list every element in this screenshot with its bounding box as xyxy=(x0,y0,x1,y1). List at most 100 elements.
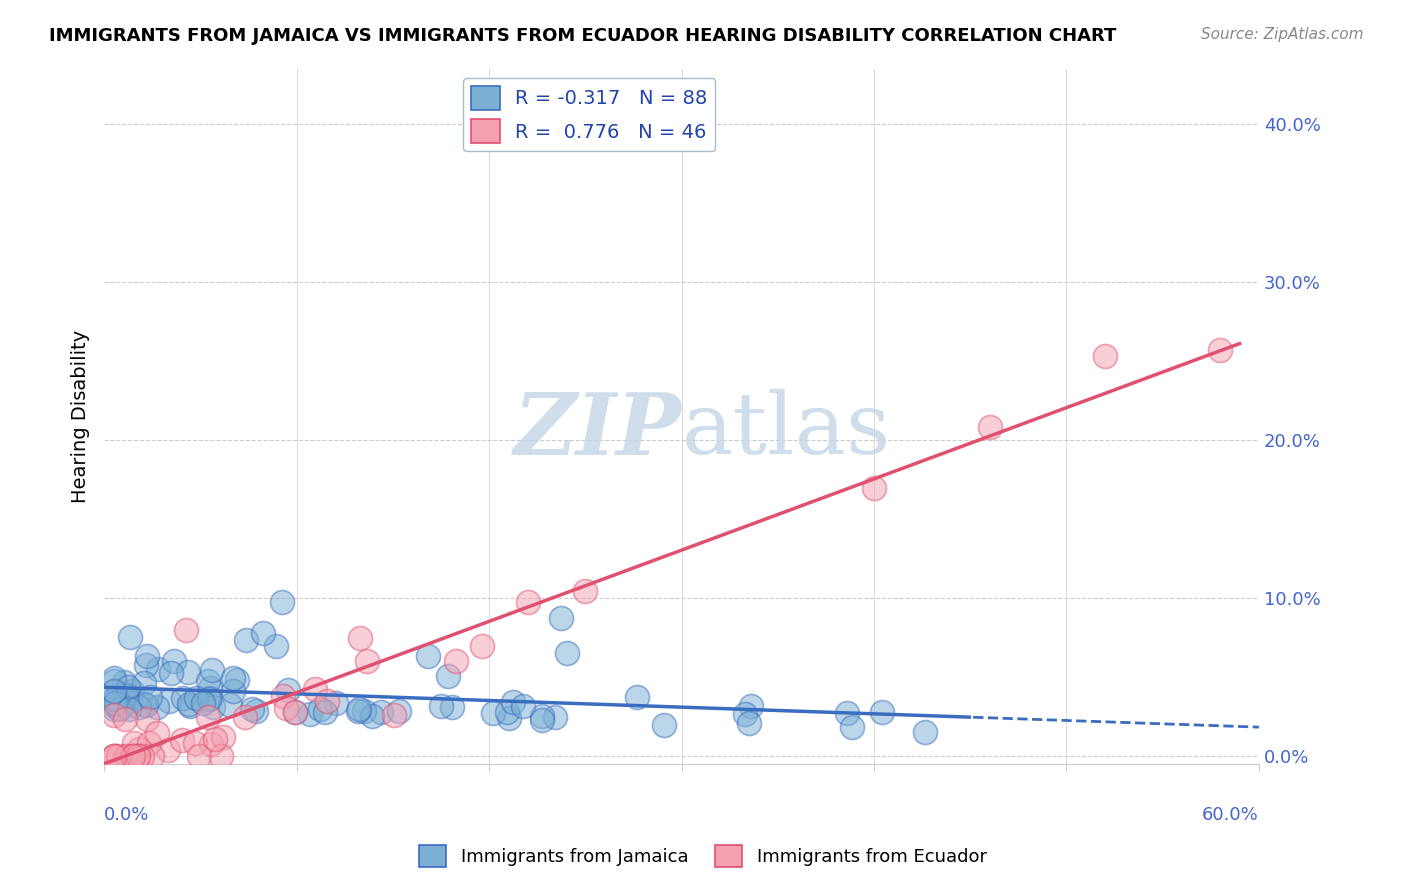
Point xyxy=(429,698,451,713)
Point xyxy=(299,707,322,722)
Text: 0.0%: 0.0% xyxy=(104,806,149,824)
Point xyxy=(226,673,249,688)
Point xyxy=(135,712,157,726)
Point xyxy=(163,654,186,668)
Point xyxy=(132,697,155,711)
Point xyxy=(574,583,596,598)
Point xyxy=(184,736,207,750)
Point xyxy=(110,701,132,715)
Point xyxy=(117,695,139,709)
Point xyxy=(107,749,129,764)
Text: atlas: atlas xyxy=(682,389,890,472)
Point xyxy=(835,706,858,721)
Point xyxy=(141,749,163,764)
Text: ZIP: ZIP xyxy=(513,389,682,472)
Point xyxy=(200,690,222,705)
Point xyxy=(555,646,578,660)
Point xyxy=(233,710,256,724)
Point xyxy=(114,712,136,726)
Point xyxy=(160,666,183,681)
Point xyxy=(157,742,180,756)
Point xyxy=(516,595,538,609)
Point xyxy=(103,749,125,764)
Point xyxy=(115,749,138,764)
Point xyxy=(387,704,409,718)
Point xyxy=(738,715,761,730)
Text: IMMIGRANTS FROM JAMAICA VS IMMIGRANTS FROM ECUADOR HEARING DISABILITY CORRELATIO: IMMIGRANTS FROM JAMAICA VS IMMIGRANTS FR… xyxy=(49,27,1116,45)
Point xyxy=(170,732,193,747)
Point xyxy=(222,672,245,686)
Point xyxy=(356,654,378,668)
Point xyxy=(128,742,150,756)
Point xyxy=(347,702,370,716)
Point xyxy=(277,682,299,697)
Point xyxy=(117,689,139,703)
Point xyxy=(841,720,863,734)
Point xyxy=(416,648,439,663)
Point xyxy=(103,674,125,689)
Point xyxy=(135,698,157,713)
Point xyxy=(740,699,762,714)
Point xyxy=(198,692,221,706)
Point xyxy=(145,726,167,740)
Point xyxy=(325,696,347,710)
Point xyxy=(197,710,219,724)
Legend: R = -0.317   N = 88, R =  0.776   N = 46: R = -0.317 N = 88, R = 0.776 N = 46 xyxy=(463,78,716,151)
Point xyxy=(179,698,201,713)
Point xyxy=(530,713,553,727)
Point xyxy=(531,709,554,723)
Point xyxy=(316,694,339,708)
Point xyxy=(159,694,181,708)
Point xyxy=(1094,349,1116,363)
Point xyxy=(309,702,332,716)
Point xyxy=(136,648,159,663)
Point xyxy=(512,699,534,714)
Point xyxy=(176,665,198,680)
Point xyxy=(117,680,139,694)
Point xyxy=(240,702,263,716)
Point xyxy=(112,687,135,701)
Point xyxy=(863,481,886,495)
Point xyxy=(131,749,153,764)
Point xyxy=(304,681,326,696)
Point xyxy=(103,708,125,723)
Point xyxy=(105,691,128,706)
Text: Source: ZipAtlas.com: Source: ZipAtlas.com xyxy=(1201,27,1364,42)
Point xyxy=(174,623,197,637)
Point xyxy=(544,709,567,723)
Point xyxy=(177,697,200,711)
Point xyxy=(103,749,125,764)
Point xyxy=(471,639,494,653)
Point xyxy=(104,696,127,710)
Point xyxy=(191,696,214,710)
Point xyxy=(103,692,125,706)
Point xyxy=(284,705,307,719)
Point xyxy=(138,736,160,750)
Point xyxy=(550,611,572,625)
Point xyxy=(384,707,406,722)
Point xyxy=(127,749,149,764)
Text: 60.0%: 60.0% xyxy=(1202,806,1258,824)
Point xyxy=(114,688,136,702)
Point xyxy=(284,705,307,719)
Point xyxy=(347,704,370,718)
Point xyxy=(502,695,524,709)
Point xyxy=(914,724,936,739)
Point xyxy=(209,749,232,764)
Point xyxy=(127,749,149,764)
Point xyxy=(121,749,143,764)
Point xyxy=(652,717,675,731)
Point xyxy=(122,736,145,750)
Point xyxy=(103,684,125,698)
Legend: Immigrants from Jamaica, Immigrants from Ecuador: Immigrants from Jamaica, Immigrants from… xyxy=(412,838,994,874)
Point xyxy=(446,654,468,668)
Point xyxy=(103,698,125,713)
Point xyxy=(132,676,155,690)
Point xyxy=(121,683,143,698)
Point xyxy=(370,705,392,719)
Point xyxy=(198,681,221,696)
Point xyxy=(197,673,219,688)
Point xyxy=(200,737,222,751)
Point xyxy=(138,690,160,704)
Point xyxy=(353,704,375,718)
